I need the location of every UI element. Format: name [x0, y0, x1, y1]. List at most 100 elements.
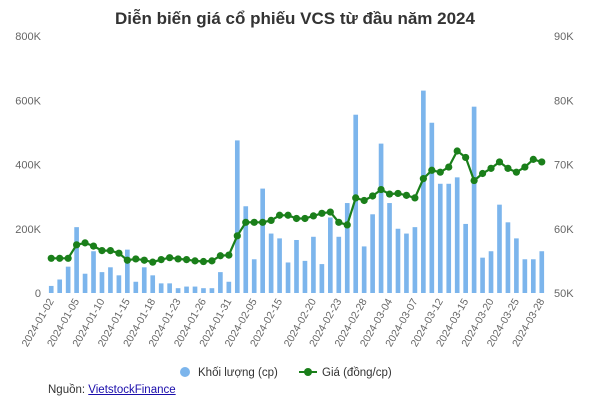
volume-bar[interactable] — [167, 283, 172, 293]
volume-bar[interactable] — [522, 259, 528, 293]
price-point[interactable] — [284, 211, 292, 219]
price-point[interactable] — [495, 158, 504, 166]
price-point[interactable] — [521, 163, 529, 171]
price-point[interactable] — [385, 190, 394, 198]
price-point[interactable] — [360, 196, 368, 205]
volume-bar[interactable] — [65, 266, 71, 293]
price-point[interactable] — [140, 256, 148, 264]
volume-bar[interactable] — [311, 236, 316, 293]
volume-bar[interactable] — [141, 267, 147, 293]
price-point[interactable] — [73, 241, 81, 249]
volume-bar[interactable] — [99, 272, 105, 293]
price-point[interactable] — [538, 158, 546, 166]
price-point[interactable] — [149, 258, 157, 266]
volume-bar[interactable] — [421, 90, 426, 293]
volume-bar[interactable] — [480, 257, 485, 293]
volume-bar[interactable] — [116, 275, 122, 293]
volume-bar[interactable] — [497, 204, 502, 293]
volume-bar[interactable] — [437, 183, 443, 293]
price-point[interactable] — [445, 163, 453, 171]
volume-bar[interactable] — [302, 260, 308, 293]
price-point[interactable] — [343, 221, 351, 229]
volume-bar[interactable] — [336, 236, 342, 293]
volume-bar[interactable] — [285, 262, 291, 293]
volume-bar[interactable] — [82, 273, 88, 293]
volume-bar[interactable] — [395, 228, 401, 293]
price-point[interactable] — [47, 254, 55, 262]
price-point[interactable] — [335, 218, 343, 226]
price-point[interactable] — [250, 218, 258, 226]
volume-bar[interactable] — [387, 203, 392, 293]
price-point[interactable] — [166, 254, 174, 262]
price-point[interactable] — [199, 257, 208, 266]
volume-bar[interactable] — [57, 279, 63, 293]
volume-bar[interactable] — [378, 143, 384, 293]
price-point[interactable] — [233, 232, 241, 240]
price-point[interactable] — [504, 164, 512, 172]
price-point[interactable] — [369, 192, 377, 200]
volume-bar[interactable] — [353, 114, 359, 293]
legend-item-volume[interactable]: Khối lượng (cp) — [180, 367, 278, 379]
price-point[interactable] — [98, 246, 106, 255]
price-point[interactable] — [64, 254, 72, 262]
volume-bar[interactable] — [463, 223, 468, 293]
volume-bar[interactable] — [234, 140, 240, 293]
price-point[interactable] — [411, 194, 419, 202]
volume-bar[interactable] — [91, 251, 96, 293]
price-point[interactable] — [56, 254, 64, 262]
volume-bar[interactable] — [370, 214, 375, 293]
source-link[interactable]: VietstockFinance — [88, 384, 176, 396]
price-point[interactable] — [81, 239, 89, 247]
price-point[interactable] — [157, 255, 165, 264]
price-point[interactable] — [453, 147, 461, 155]
price-point[interactable] — [259, 218, 267, 226]
volume-bar[interactable] — [505, 222, 511, 293]
volume-bar[interactable] — [446, 183, 452, 293]
price-point[interactable] — [132, 255, 140, 263]
volume-bar[interactable] — [344, 203, 350, 293]
price-point[interactable] — [208, 257, 216, 265]
price-point[interactable] — [267, 216, 275, 224]
price-point[interactable] — [487, 164, 495, 172]
price-point[interactable] — [436, 168, 444, 176]
price-point[interactable] — [216, 252, 224, 260]
price-point[interactable] — [352, 194, 360, 202]
volume-bar[interactable] — [184, 286, 189, 293]
volume-bar[interactable] — [404, 233, 409, 293]
price-point[interactable] — [182, 255, 191, 264]
volume-bar[interactable] — [454, 177, 460, 293]
volume-bar[interactable] — [294, 239, 299, 293]
price-point[interactable] — [174, 255, 182, 263]
price-point[interactable] — [318, 209, 326, 217]
price-point[interactable] — [402, 191, 411, 199]
volume-bar[interactable] — [277, 238, 282, 293]
volume-bar[interactable] — [125, 249, 130, 293]
volume-bar[interactable] — [514, 238, 519, 293]
legend-item-price[interactable]: Giá (đồng/cp) — [299, 367, 392, 379]
price-point[interactable] — [478, 169, 487, 178]
volume-bar[interactable] — [539, 251, 545, 293]
volume-bar[interactable] — [488, 251, 494, 293]
price-point[interactable] — [191, 257, 199, 265]
price-point[interactable] — [428, 166, 436, 174]
volume-bar[interactable] — [108, 267, 113, 293]
volume-bar[interactable] — [209, 288, 215, 293]
price-point[interactable] — [89, 242, 98, 250]
volume-bar[interactable] — [319, 264, 325, 293]
volume-bar[interactable] — [412, 227, 418, 293]
volume-bar[interactable] — [260, 188, 265, 293]
volume-bar[interactable] — [133, 281, 139, 293]
price-point[interactable] — [301, 214, 309, 223]
volume-bar[interactable] — [175, 288, 181, 293]
price-point[interactable] — [419, 175, 427, 183]
price-point[interactable] — [462, 153, 470, 162]
volume-bar[interactable] — [251, 259, 257, 293]
price-point[interactable] — [377, 185, 385, 194]
price-point[interactable] — [225, 251, 233, 259]
price-point[interactable] — [326, 208, 334, 216]
legend[interactable]: Khối lượng (cp) Giá (đồng/cp) — [180, 367, 392, 379]
volume-bar[interactable] — [429, 122, 435, 293]
price-point[interactable] — [275, 211, 284, 219]
price-point[interactable] — [123, 256, 131, 264]
price-point[interactable] — [292, 214, 301, 223]
